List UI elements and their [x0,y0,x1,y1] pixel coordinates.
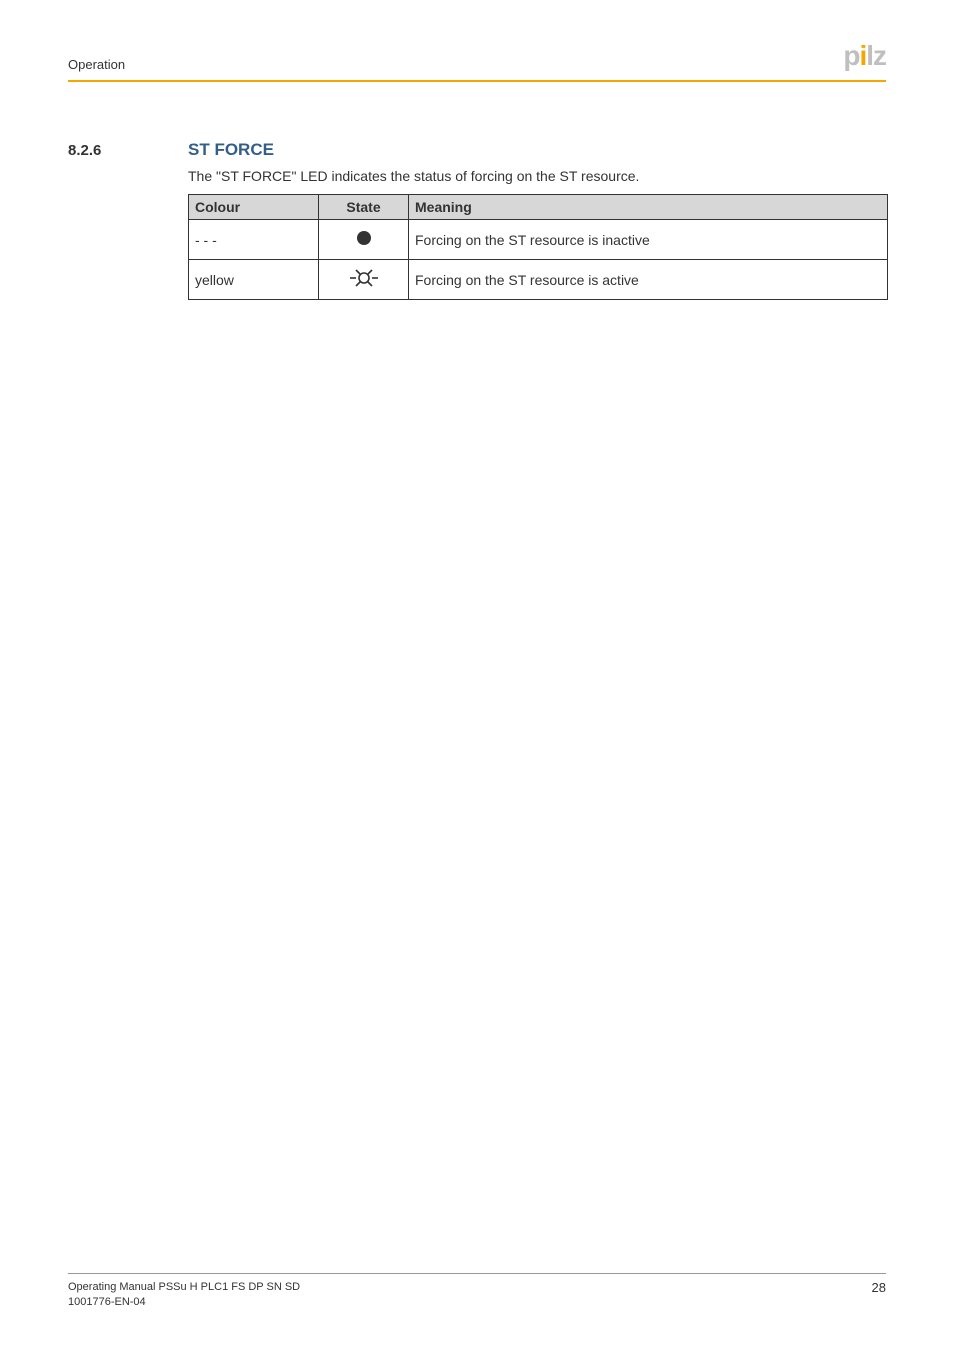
led-status-table: Colour State Meaning - - - Forcing on th… [188,194,888,300]
footer-left: Operating Manual PSSu H PLC1 FS DP SN SD… [68,1280,300,1310]
cell-colour: - - - [189,220,319,260]
header-rule [68,80,886,82]
page-footer: Operating Manual PSSu H PLC1 FS DP SN SD… [68,1273,886,1310]
footer-rule [68,1273,886,1274]
table-header-row: Colour State Meaning [189,195,888,220]
footer-row: Operating Manual PSSu H PLC1 FS DP SN SD… [68,1280,886,1310]
table-row: - - - Forcing on the ST resource is inac… [189,220,888,260]
section-number: 8.2.6 [68,142,130,159]
logo-suffix: lz [866,40,886,71]
footer-doc-title: Operating Manual PSSu H PLC1 FS DP SN SD [68,1280,300,1295]
section-intro-text: The "ST FORCE" LED indicates the status … [188,168,886,184]
page-header: Operation pilz [68,40,886,78]
section-heading-row: 8.2.6 ST FORCE [68,140,886,160]
th-colour: Colour [189,195,319,220]
brand-logo: pilz [843,40,886,72]
section-title: ST FORCE [188,140,274,160]
footer-doc-id: 1001776-EN-04 [68,1295,300,1310]
cell-colour: yellow [189,260,319,300]
footer-page-number: 28 [872,1280,886,1295]
led-off-icon [357,231,371,245]
logo-prefix: p [843,40,859,71]
led-flash-icon [348,266,380,290]
cell-state [319,260,409,300]
table-row: yellow Forcin [189,260,888,300]
cell-meaning: Forcing on the ST resource is active [409,260,888,300]
content-area: 8.2.6 ST FORCE The "ST FORCE" LED indica… [68,140,886,300]
header-section-label: Operation [68,57,125,72]
page: Operation pilz 8.2.6 ST FORCE The "ST FO… [0,0,954,1350]
led-table-wrap: Colour State Meaning - - - Forcing on th… [188,194,886,300]
cell-meaning: Forcing on the ST resource is inactive [409,220,888,260]
th-state: State [319,195,409,220]
th-meaning: Meaning [409,195,888,220]
cell-state [319,220,409,260]
